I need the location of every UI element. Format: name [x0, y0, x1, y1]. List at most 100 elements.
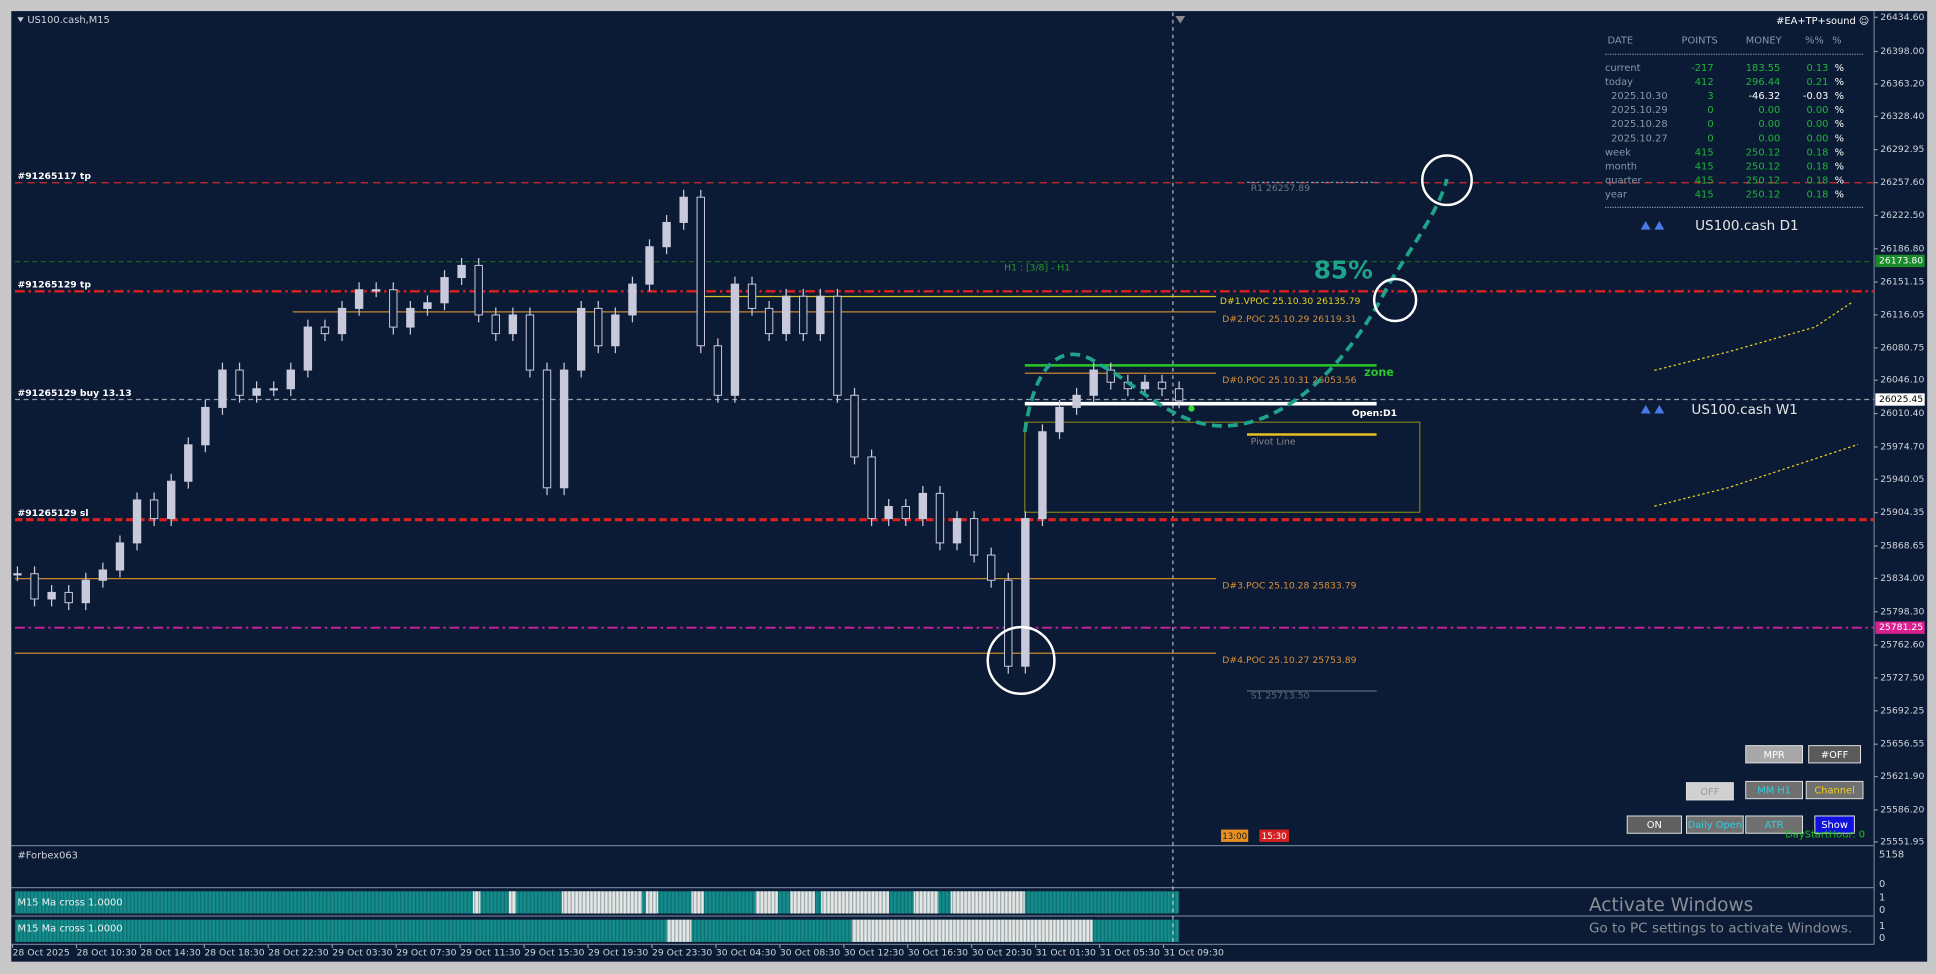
candle	[1174, 388, 1184, 402]
stats-cell: %	[1835, 190, 1844, 201]
stats-header: %	[1832, 36, 1841, 47]
stats-header: %%	[1805, 36, 1824, 47]
candle	[1089, 369, 1098, 396]
candle	[184, 444, 193, 482]
candle	[457, 264, 466, 279]
buttons: MPR #OFF OFF MM H1 Channel ON Daily Open ATR Sho…	[1626, 745, 1864, 834]
candle	[730, 283, 740, 396]
candle	[1021, 518, 1030, 667]
candle	[440, 277, 449, 304]
candle	[354, 289, 364, 309]
stats-cell: 2025.10.27	[1611, 133, 1667, 144]
time-tick-label: 30 Oct 16:30	[908, 948, 968, 959]
candle	[252, 388, 261, 396]
candle	[884, 505, 893, 520]
watermark-title: Activate Windows	[1589, 895, 1753, 916]
button-label[interactable]: Channel	[1814, 786, 1854, 797]
price-tick-label: 25974.70	[1880, 441, 1924, 452]
stats-cell: today	[1605, 77, 1633, 88]
panel-borders	[11, 11, 1875, 945]
stats-cell: 0	[1707, 119, 1713, 130]
watermark-subtitle: Go to PC settings to activate Windows.	[1589, 920, 1852, 936]
button-label[interactable]: MPR	[1763, 750, 1784, 761]
time-tick-label: 29 Oct 11:30	[460, 948, 520, 959]
mini-arrows	[1640, 220, 1665, 230]
price-axis: 26434.60 26398.00 26363.20 26328.40 26292.95…	[1874, 12, 1925, 847]
mini-trend	[1654, 443, 1859, 507]
price-tick-label: 25586.20	[1880, 804, 1924, 815]
signal-dot	[1188, 405, 1195, 412]
candle	[525, 314, 535, 371]
price-tick-label: 26010.40	[1880, 408, 1924, 419]
price-tick-label: 26363.20	[1880, 78, 1924, 89]
ma-axis-label: 0	[1879, 933, 1885, 944]
stats-cell: 0	[1707, 133, 1713, 144]
stats-cell: 412	[1695, 77, 1714, 88]
candle	[935, 492, 945, 544]
stats-cell: %	[1835, 77, 1844, 88]
candle	[423, 302, 432, 309]
stats-header: POINTS	[1682, 36, 1718, 47]
menu-triangle	[17, 17, 24, 23]
button-label[interactable]: Show	[1821, 820, 1848, 831]
time-tick-label: 28 Oct 2025	[13, 948, 70, 959]
level-label: D#0.POC 25.10.31 26053.56	[1222, 375, 1356, 386]
time-tick-label: 28 Oct 22:30	[268, 948, 328, 959]
volume-axis-label: 0	[1879, 879, 1885, 890]
probability-label: 85%	[1314, 256, 1373, 285]
button-label[interactable]: #OFF	[1821, 750, 1849, 761]
candle	[508, 314, 518, 335]
button[interactable]	[1745, 745, 1803, 764]
candle	[1157, 381, 1167, 390]
button[interactable]	[1685, 815, 1744, 834]
ma-row-title: M15 Ma cross 1.0000	[17, 923, 122, 934]
stats-cell: 0.00	[1758, 105, 1780, 116]
price-tick-label: 25727.50	[1880, 672, 1924, 683]
button[interactable]	[1745, 780, 1803, 800]
button[interactable]	[1745, 815, 1803, 834]
ma-cross-segments	[472, 891, 1093, 942]
stats-cell: %	[1835, 63, 1844, 74]
stats-cell: 250.12	[1746, 147, 1781, 158]
button[interactable]	[1808, 745, 1862, 764]
price-marker-label: 26025.45	[1879, 394, 1923, 405]
stats-cell: %	[1835, 133, 1844, 144]
button-label[interactable]: ON	[1647, 820, 1662, 831]
price-tick-label: 26222.50	[1880, 210, 1924, 221]
button[interactable]	[1626, 815, 1683, 834]
candle	[645, 246, 654, 285]
button-label[interactable]: ATR	[1765, 820, 1784, 831]
stats-cell: 0.18	[1806, 190, 1828, 201]
candle	[542, 369, 552, 489]
candle	[628, 283, 637, 316]
level-label: D#4.POC 25.10.27 25753.89	[1222, 655, 1356, 666]
button[interactable]	[1814, 815, 1855, 834]
price-tick-label: 26186.80	[1880, 243, 1924, 254]
stats-header: MONEY	[1746, 36, 1783, 47]
candle	[696, 196, 705, 347]
candle	[47, 591, 56, 600]
candle	[98, 569, 108, 581]
stats-cell: 415	[1695, 161, 1714, 172]
price-tick-label: 25834.00	[1880, 573, 1924, 584]
button[interactable]	[1685, 782, 1734, 801]
stats-cell: 415	[1695, 147, 1714, 158]
button[interactable]	[1805, 780, 1864, 800]
stats-cell: %	[1835, 119, 1844, 130]
price-tick-label: 25656.55	[1880, 739, 1924, 750]
button-label[interactable]: Daily Open	[1688, 820, 1742, 831]
button-label[interactable]: OFF	[1700, 787, 1719, 798]
price-tick-label: 26080.75	[1880, 342, 1924, 353]
time-tick-label: 31 Oct 09:30	[1164, 948, 1224, 959]
price-tick-label: 26434.60	[1880, 12, 1924, 23]
button-label[interactable]: MM H1	[1757, 786, 1791, 797]
candle	[81, 579, 90, 604]
mini-d1-label: US100.cash D1	[1695, 218, 1799, 234]
price-marker-label: 25781.25	[1879, 622, 1923, 633]
volume-axis-label: 5158	[1879, 849, 1904, 860]
price-tick-label: 25692.25	[1880, 705, 1924, 716]
time-marker: 15:30	[1262, 832, 1287, 842]
stats-cell: -46.32	[1748, 91, 1780, 102]
stats-cell: 250.12	[1746, 190, 1781, 201]
